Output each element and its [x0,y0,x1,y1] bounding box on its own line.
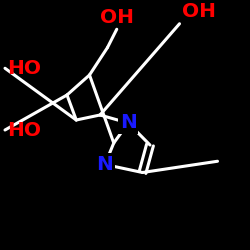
Text: HO: HO [8,120,42,140]
Text: N: N [120,114,137,132]
Text: HO: HO [8,59,42,78]
Text: N: N [96,155,114,174]
Text: OH: OH [100,8,134,27]
Text: OH: OH [182,2,216,21]
